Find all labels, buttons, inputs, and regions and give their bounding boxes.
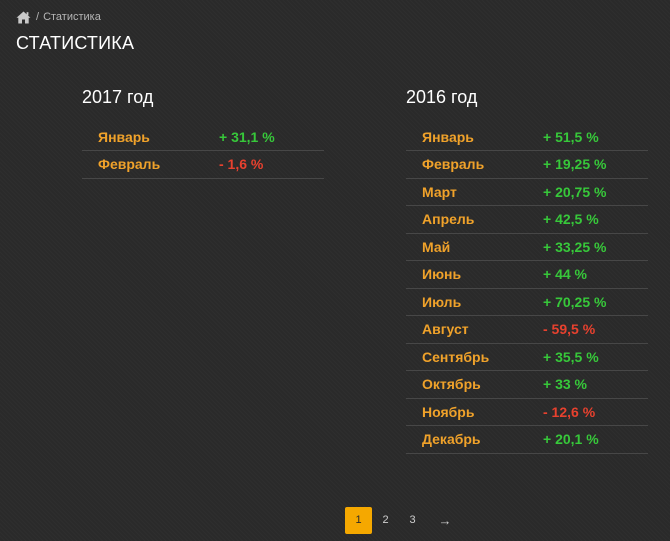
- table-row: Июнь + 44 %: [406, 260, 648, 289]
- value-cell: + 19,25 %: [543, 150, 648, 179]
- stat-table-2016: Январь + 51,5 % Февраль + 19,25 % Март + 20,7…: [406, 123, 648, 454]
- value-cell: + 70,25 %: [543, 288, 648, 316]
- breadcrumb-current: Статистика: [43, 11, 101, 23]
- table-row: Декабрь + 20,1 %: [406, 425, 648, 454]
- page-button-2[interactable]: 2: [382, 514, 389, 526]
- year-block-2017: 2017 год Январь + 31,1 % Февраль - 1,6 %: [82, 86, 324, 179]
- value-cell: - 12,6 %: [543, 398, 648, 426]
- value-cell: + 35,5 %: [543, 343, 648, 371]
- month-cell: Ноябрь: [406, 398, 543, 426]
- table-row: Январь + 51,5 %: [406, 123, 648, 151]
- value-cell: + 42,5 %: [543, 205, 648, 234]
- month-cell: Июнь: [406, 260, 543, 289]
- month-cell: Октябрь: [406, 370, 543, 399]
- month-cell: Сентябрь: [406, 343, 543, 371]
- month-cell: Январь: [82, 123, 219, 151]
- month-cell: Март: [406, 178, 543, 206]
- page-title: СТАТИСТИКА: [16, 33, 135, 53]
- table-row: Январь + 31,1 %: [82, 123, 324, 151]
- pagination: 1 2 3 →: [345, 507, 464, 534]
- breadcrumb-separator: /: [36, 11, 40, 23]
- month-cell: Февраль: [82, 150, 219, 179]
- table-row: Май + 33,25 %: [406, 233, 648, 261]
- page-button-3[interactable]: 3: [409, 514, 416, 526]
- breadcrumb: / Статистика: [16, 9, 101, 25]
- table-row: Март + 20,75 %: [406, 178, 648, 206]
- value-cell: - 1,6 %: [219, 150, 324, 179]
- month-cell: Апрель: [406, 205, 543, 234]
- month-cell: Февраль: [406, 150, 543, 179]
- year-title: 2017 год: [82, 87, 154, 107]
- stat-table-2017: Январь + 31,1 % Февраль - 1,6 %: [82, 123, 324, 179]
- year-title: 2016 год: [406, 87, 478, 107]
- table-row: Август - 59,5 %: [406, 315, 648, 344]
- table-row: Ноябрь - 12,6 %: [406, 398, 648, 426]
- home-icon[interactable]: [16, 11, 31, 24]
- value-cell: + 33,25 %: [543, 233, 648, 261]
- month-cell: Май: [406, 233, 543, 261]
- page-button-1[interactable]: 1: [345, 507, 372, 534]
- next-page-button[interactable]: →: [438, 513, 452, 528]
- value-cell: + 44 %: [543, 260, 648, 289]
- table-row: Сентябрь + 35,5 %: [406, 343, 648, 371]
- table-row: Апрель + 42,5 %: [406, 205, 648, 234]
- table-row: Февраль + 19,25 %: [406, 150, 648, 179]
- month-cell: Июль: [406, 288, 543, 316]
- year-block-2016: 2016 год Январь + 51,5 % Февраль + 19,25 % М…: [406, 86, 648, 454]
- value-cell: - 59,5 %: [543, 315, 648, 344]
- value-cell: + 51,5 %: [543, 123, 648, 151]
- month-cell: Декабрь: [406, 425, 543, 454]
- table-row: Июль + 70,25 %: [406, 288, 648, 316]
- table-row: Октябрь + 33 %: [406, 370, 648, 399]
- value-cell: + 20,75 %: [543, 178, 648, 206]
- table-row: Февраль - 1,6 %: [82, 150, 324, 179]
- value-cell: + 31,1 %: [219, 123, 324, 151]
- month-cell: Август: [406, 315, 543, 344]
- value-cell: + 33 %: [543, 370, 648, 399]
- value-cell: + 20,1 %: [543, 425, 648, 454]
- month-cell: Январь: [406, 123, 543, 151]
